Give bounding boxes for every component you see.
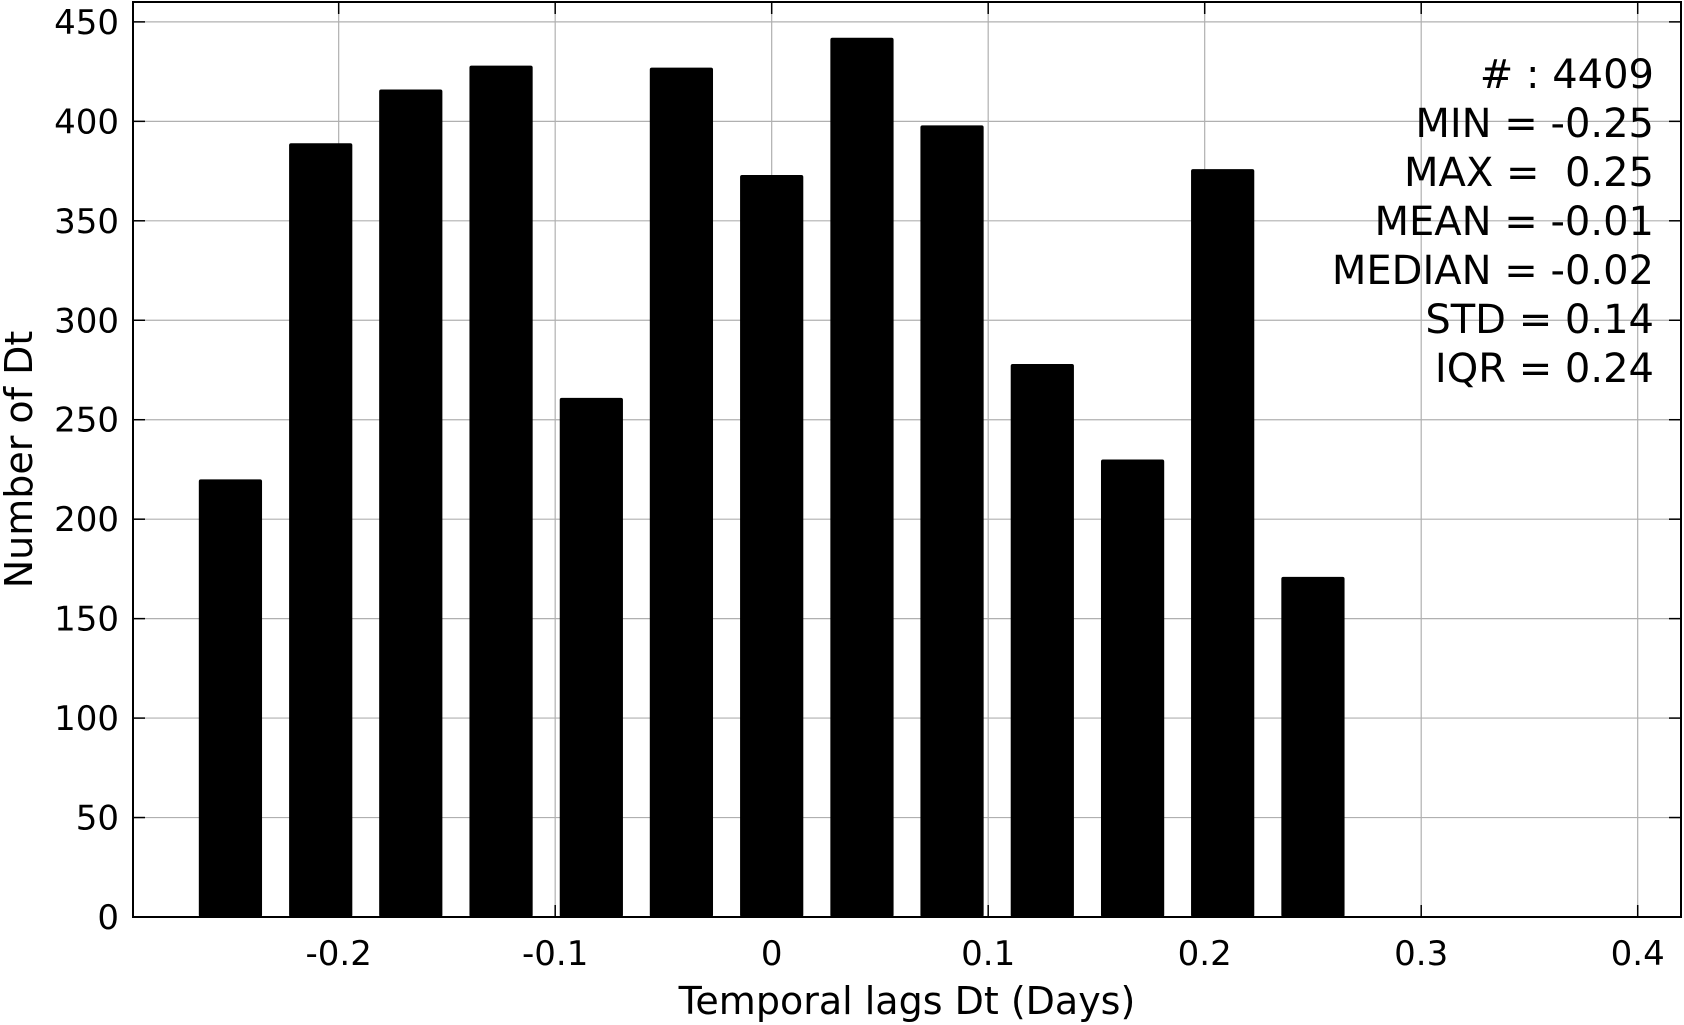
- y-tick-label: 100: [54, 699, 119, 739]
- histogram-bar: [1191, 169, 1255, 917]
- y-tick-label: 250: [54, 401, 119, 441]
- histogram-bar: [920, 125, 984, 917]
- x-tick-label: 0.4: [1611, 934, 1665, 974]
- histogram-bar: [830, 37, 894, 918]
- y-tick-label: 300: [54, 301, 119, 341]
- stat-line: MIN = -0.25: [1415, 101, 1654, 147]
- stat-line: STD = 0.14: [1425, 297, 1654, 343]
- x-tick-labels: -0.2 -0.1 0 0.1 0.2 0.3 0.4: [306, 934, 1665, 974]
- histogram-bar: [740, 175, 804, 918]
- x-tick-label: 0.1: [961, 934, 1015, 974]
- histogram-bar: [1010, 364, 1074, 917]
- x-tick-label: 0.2: [1178, 934, 1232, 974]
- stat-line: # : 4409: [1480, 52, 1654, 98]
- stat-line: MEAN = -0.01: [1374, 199, 1654, 245]
- histogram-bar: [198, 479, 263, 917]
- x-tick-label: 0: [761, 934, 783, 974]
- x-tick-label: 0.3: [1394, 934, 1448, 974]
- x-axis-label: Temporal lags Dt (Days): [678, 979, 1136, 1023]
- y-tick-label: 350: [54, 202, 119, 242]
- y-tick-label: 150: [54, 600, 119, 640]
- y-tick-label: 0: [97, 898, 119, 938]
- histogram-bar: [289, 143, 353, 917]
- ticks: [133, 2, 1681, 918]
- plot-frame: [132, 1, 1682, 918]
- y-tick-label: 400: [54, 102, 119, 142]
- histogram-bar: [379, 89, 443, 918]
- stat-line: MAX = 0.25: [1404, 150, 1654, 196]
- y-tick-label: 450: [54, 3, 119, 43]
- histogram-bar: [559, 397, 623, 918]
- x-tick-label: -0.2: [306, 934, 372, 974]
- x-tick-label: -0.1: [522, 934, 588, 974]
- bars: [198, 37, 1345, 918]
- histogram-bar: [649, 67, 714, 918]
- histogram-bar: [1281, 576, 1345, 917]
- histogram-bar: [1100, 459, 1165, 917]
- histogram-bar: [469, 65, 533, 918]
- stat-line: IQR = 0.24: [1435, 346, 1654, 392]
- y-tick-label: 50: [76, 799, 119, 839]
- y-tick-label: 200: [54, 500, 119, 540]
- y-axis-label: Number of Dt: [0, 331, 41, 589]
- y-tick-labels: 0 50 100 150 200 250 300 350 400 450: [54, 3, 119, 938]
- stat-line: MEDIAN = -0.02: [1332, 248, 1654, 294]
